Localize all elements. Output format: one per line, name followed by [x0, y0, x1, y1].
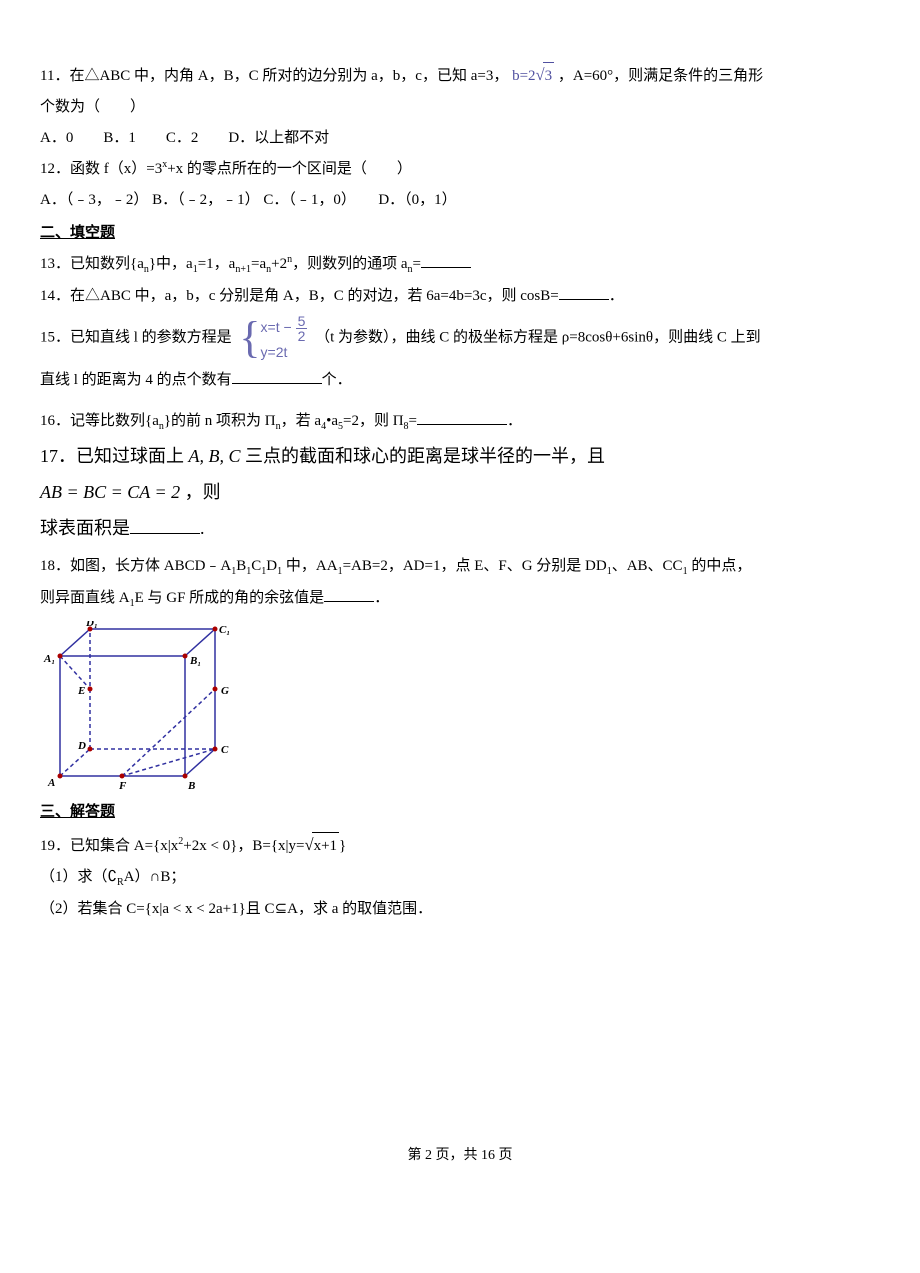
- section-3-title: 三、解答题: [40, 799, 880, 826]
- q19-part1: （1）求（∁RA）∩B；: [40, 864, 880, 892]
- question-12: 12．函数 f（x）=3x+x 的零点所在的一个区间是（ ）: [40, 156, 880, 183]
- q13-blank: [421, 252, 471, 268]
- question-16: 16．记等比数列{an}的前 n 项积为 Πn，若 a4•a5=2，则 Π8=．: [40, 408, 880, 436]
- svg-text:C₁: C₁: [219, 624, 230, 636]
- q17-line2: AB = BC = CA = 2 ，则: [40, 476, 880, 508]
- svg-text:E: E: [77, 685, 85, 697]
- svg-text:B: B: [187, 780, 195, 791]
- q11-b-expr: b=2√3: [512, 68, 558, 84]
- q15-blank: [232, 368, 322, 384]
- q11-options: A．0 B．1 C．2 D．以上都不对: [40, 125, 880, 152]
- svg-text:G: G: [221, 685, 229, 697]
- svg-text:D₁: D₁: [85, 621, 98, 629]
- q11-line2: 个数为（ ）: [40, 94, 880, 121]
- q14-blank: [559, 284, 609, 300]
- q15-line2: 直线 l 的距离为 4 的点个数有个．: [40, 367, 880, 394]
- svg-text:A₁: A₁: [43, 653, 55, 665]
- question-13: 13．已知数列{an}中，a1=1，an+1=an+2n，则数列的通项 an=: [40, 251, 880, 279]
- q17-line3: 球表面积是.: [40, 512, 880, 544]
- q11-text-a: 11．在△ABC 中，内角 A，B，C 所对的边分别为 a，b，c，已知 a=3…: [40, 68, 508, 84]
- page-footer: 第 2 页，共 16 页: [40, 1143, 880, 1168]
- question-18: 18．如图，长方体 ABCD﹣A1B1C1D1 中，AA1=AB=2，AD=1，…: [40, 553, 880, 581]
- svg-text:F: F: [118, 780, 127, 791]
- svg-text:B₁: B₁: [189, 655, 201, 667]
- q15-brace: { x=t − 52 y=2t: [239, 314, 307, 363]
- q12-options: A．（﹣3，﹣2） B．（﹣2，﹣1） C．（﹣1，0） D．（0，1）: [40, 187, 880, 214]
- q11-text-c: ，A=60°，则满足条件的三角形: [558, 68, 763, 84]
- q17-blank: [130, 515, 200, 534]
- question-15: 15．已知直线 l 的参数方程是 { x=t − 52 y=2t （t 为参数）…: [40, 314, 880, 363]
- q19-part2: （2）若集合 C={x|a < x < 2a+1}且 C⊆A，求 a 的取值范围…: [40, 896, 880, 923]
- svg-text:A: A: [47, 777, 55, 789]
- q18-blank: [324, 586, 374, 602]
- question-14: 14．在△ABC 中，a，b，c 分别是角 A，B，C 的对边，若 6a=4b=…: [40, 283, 880, 310]
- svg-text:D: D: [77, 740, 86, 752]
- question-17: 17．已知过球面上 A, B, C 三点的截面和球心的距离是球半径的一半，且: [40, 440, 880, 472]
- q16-blank: [417, 409, 507, 425]
- section-2-title: 二、填空题: [40, 220, 880, 247]
- q18-line2: 则异面直线 A1E 与 GF 所成的角的余弦值是．: [40, 585, 880, 613]
- svg-text:C: C: [221, 744, 229, 756]
- figure-18-cuboid: D₁ C₁ A₁ B₁ E G D C A F B: [40, 621, 880, 791]
- question-11: 11．在△ABC 中，内角 A，B，C 所对的边分别为 a，b，c，已知 a=3…: [40, 60, 880, 90]
- question-19: 19．已知集合 A={x|x2+2x < 0}，B={x|y=√x+1}: [40, 830, 880, 860]
